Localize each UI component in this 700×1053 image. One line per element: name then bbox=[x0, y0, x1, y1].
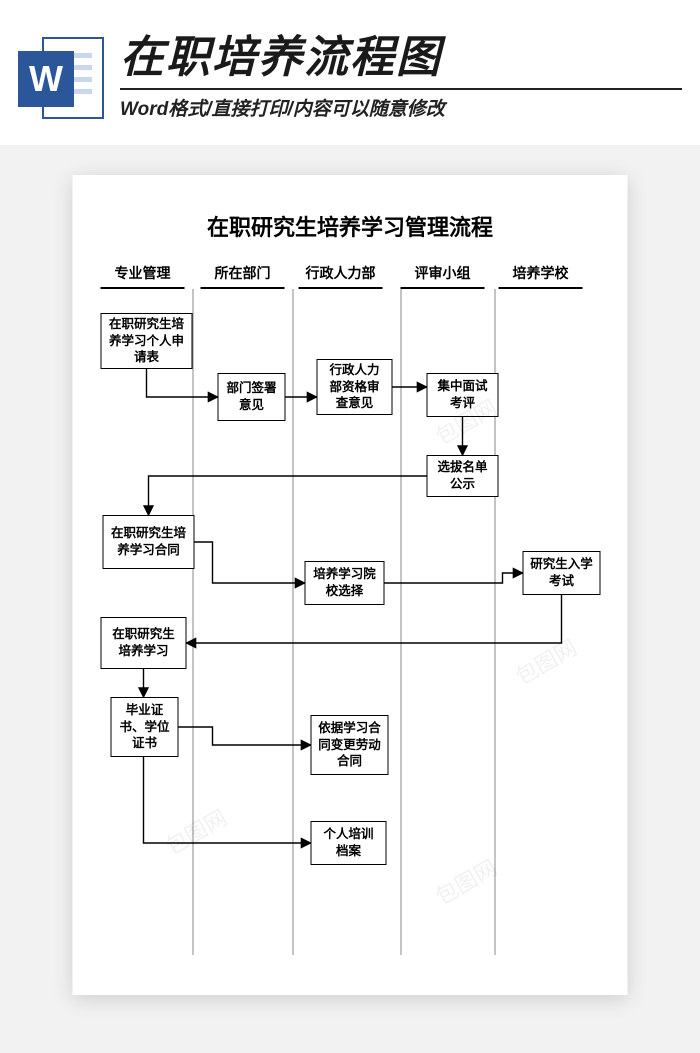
watermark: 包图网 bbox=[159, 801, 232, 862]
watermark: 包图网 bbox=[509, 631, 582, 692]
flowchart-edge bbox=[179, 727, 311, 745]
flowchart-node: 培养学习院校选择 bbox=[305, 561, 385, 605]
swimlane-divider bbox=[293, 289, 294, 955]
swimlane-divider bbox=[401, 289, 402, 955]
flowchart-node: 依据学习合同变更劳动合同 bbox=[311, 715, 389, 775]
flowchart-node: 选拔名单公示 bbox=[427, 455, 499, 497]
swimlane-header: 所在部门 bbox=[203, 263, 283, 283]
watermark: 包图网 bbox=[429, 851, 502, 912]
word-badge-letter: W bbox=[18, 51, 74, 107]
header-text-block: 在职培养流程图 Word格式/直接打印/内容可以随意修改 bbox=[120, 34, 682, 121]
flowchart-edge bbox=[195, 542, 305, 583]
swimlane-underline bbox=[401, 287, 485, 289]
flowchart-node: 部门签署意见 bbox=[218, 373, 286, 421]
swimlane-divider bbox=[193, 289, 194, 955]
header-title: 在职培养流程图 bbox=[120, 34, 682, 82]
flowchart-edge bbox=[147, 369, 218, 397]
flowchart-node: 行政人力部资格审查意见 bbox=[317, 359, 393, 415]
swimlane-underline bbox=[201, 287, 285, 289]
flowchart-node: 在职研究生培养学习合同 bbox=[103, 515, 195, 569]
word-icon: W bbox=[18, 33, 108, 123]
swimlane-header: 培养学校 bbox=[501, 263, 581, 283]
flowchart-edge bbox=[385, 573, 523, 583]
document-title: 在职研究生培养学习管理流程 bbox=[73, 210, 628, 242]
swimlane-underline bbox=[499, 287, 583, 289]
flowchart-node: 研究生入学考试 bbox=[523, 551, 601, 595]
flowchart-node: 在职研究生培养学习 bbox=[101, 617, 187, 669]
swimlane-header: 评审小组 bbox=[403, 263, 483, 283]
flowchart-node: 毕业证书、学位证书 bbox=[111, 697, 179, 757]
swimlane-header: 行政人力部 bbox=[301, 263, 381, 283]
flowchart-edge bbox=[149, 476, 427, 515]
swimlane-underline bbox=[101, 287, 185, 289]
flowchart-node: 在职研究生培养学习个人申请表 bbox=[101, 313, 193, 369]
swimlane-header: 专业管理 bbox=[103, 263, 183, 283]
flowchart-node: 个人培训档案 bbox=[311, 821, 387, 865]
header-subtitle: Word格式/直接打印/内容可以随意修改 bbox=[120, 88, 682, 121]
document-page: 在职研究生培养学习管理流程 专业管理所在部门行政人力部 评审小组培养学校 在职研究… bbox=[73, 175, 628, 995]
swimlane-underline bbox=[299, 287, 383, 289]
header: W 在职培养流程图 Word格式/直接打印/内容可以随意修改 bbox=[0, 0, 700, 145]
